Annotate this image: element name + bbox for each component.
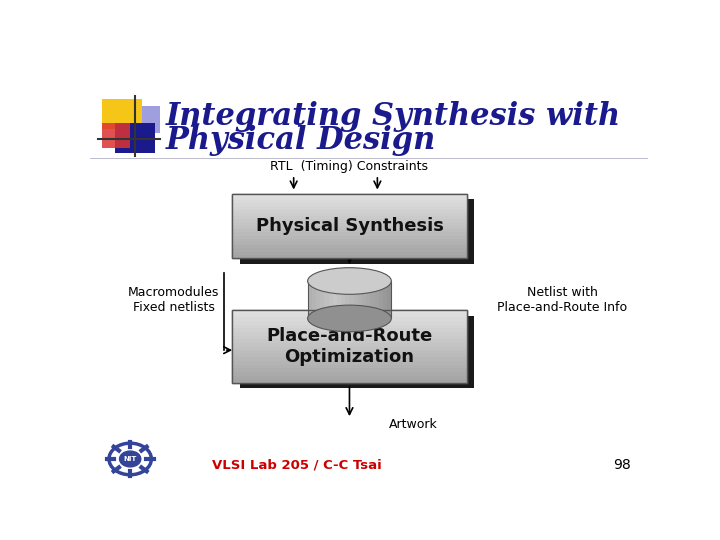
- Bar: [358, 281, 362, 319]
- Bar: [102, 123, 130, 148]
- Bar: [337, 281, 341, 319]
- Bar: [115, 123, 156, 153]
- Bar: [387, 281, 392, 319]
- Bar: [341, 281, 346, 319]
- Bar: [362, 281, 366, 319]
- Ellipse shape: [307, 305, 392, 332]
- Text: 98: 98: [613, 458, 631, 472]
- Bar: [233, 242, 467, 245]
- Bar: [233, 328, 467, 332]
- Text: VLSI Lab 205 / C-C Tsai: VLSI Lab 205 / C-C Tsai: [212, 458, 382, 471]
- Text: Physical Design: Physical Design: [166, 125, 436, 156]
- Bar: [233, 219, 467, 222]
- Bar: [233, 210, 467, 213]
- Bar: [233, 332, 467, 335]
- Text: Integrating Synthesis with: Integrating Synthesis with: [166, 102, 621, 132]
- Bar: [233, 222, 467, 226]
- Text: Artwork: Artwork: [389, 418, 437, 431]
- Bar: [324, 281, 328, 319]
- Bar: [233, 232, 467, 235]
- Bar: [370, 281, 374, 319]
- Text: Physical Synthesis: Physical Synthesis: [256, 217, 444, 235]
- Bar: [233, 350, 467, 354]
- FancyBboxPatch shape: [233, 310, 467, 383]
- Bar: [233, 376, 467, 379]
- Bar: [233, 335, 467, 339]
- Bar: [233, 229, 467, 232]
- Bar: [328, 281, 333, 319]
- FancyBboxPatch shape: [240, 199, 474, 264]
- Bar: [233, 216, 467, 219]
- Bar: [379, 281, 383, 319]
- Text: Macromodules
Fixed netlists: Macromodules Fixed netlists: [128, 286, 220, 314]
- Bar: [124, 106, 160, 133]
- Bar: [233, 354, 467, 357]
- Bar: [383, 281, 387, 319]
- Bar: [233, 343, 467, 347]
- Bar: [233, 235, 467, 239]
- Bar: [312, 281, 316, 319]
- Bar: [233, 347, 467, 350]
- Bar: [346, 281, 349, 319]
- Bar: [233, 248, 467, 252]
- Bar: [349, 281, 354, 319]
- Bar: [233, 339, 467, 343]
- Bar: [366, 281, 370, 319]
- Bar: [233, 226, 467, 229]
- Bar: [233, 213, 467, 216]
- Bar: [233, 321, 467, 325]
- Circle shape: [120, 451, 141, 467]
- Bar: [233, 200, 467, 204]
- Bar: [320, 281, 324, 319]
- Bar: [233, 197, 467, 200]
- Bar: [316, 281, 320, 319]
- Bar: [233, 255, 467, 258]
- Text: NIT: NIT: [124, 456, 137, 462]
- Bar: [233, 325, 467, 328]
- Bar: [233, 245, 467, 248]
- Bar: [233, 361, 467, 365]
- Bar: [233, 357, 467, 361]
- Bar: [233, 372, 467, 376]
- Bar: [333, 281, 337, 319]
- Bar: [233, 252, 467, 255]
- Bar: [233, 204, 467, 207]
- Bar: [233, 194, 467, 197]
- Ellipse shape: [307, 268, 392, 294]
- Bar: [307, 281, 312, 319]
- Bar: [233, 310, 467, 314]
- Bar: [233, 314, 467, 318]
- Text: RTL  (Timing) Constraints: RTL (Timing) Constraints: [271, 160, 428, 173]
- Bar: [233, 379, 467, 383]
- Text: Place-and-Route
Optimization: Place-and-Route Optimization: [266, 327, 433, 366]
- Bar: [233, 368, 467, 372]
- FancyBboxPatch shape: [240, 315, 474, 388]
- Bar: [233, 318, 467, 321]
- Bar: [233, 207, 467, 210]
- Bar: [233, 364, 467, 368]
- Bar: [374, 281, 379, 319]
- Bar: [102, 99, 143, 129]
- Text: Netlist with
Place-and-Route Info: Netlist with Place-and-Route Info: [498, 286, 627, 314]
- Bar: [354, 281, 358, 319]
- Bar: [233, 239, 467, 242]
- FancyBboxPatch shape: [233, 194, 467, 258]
